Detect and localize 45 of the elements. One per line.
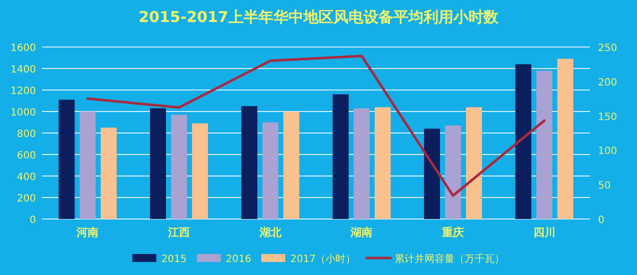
y-tick-label: 800	[16, 129, 36, 140]
legend-label: 2017（小时）	[290, 253, 356, 265]
bar	[374, 107, 391, 219]
bar	[80, 112, 96, 219]
y2-tick-label: 100	[598, 146, 618, 158]
x-tick-label: 湖北	[258, 226, 282, 239]
bar	[100, 128, 117, 219]
y2-tick-label: 250	[598, 43, 618, 54]
legend-label: 2015	[161, 254, 187, 265]
y2-tick-label: 200	[598, 77, 618, 88]
y-tick-label: 0	[30, 215, 36, 226]
bar	[262, 122, 278, 219]
y-tick-label: 400	[16, 172, 36, 183]
legend-label: 累计并网容量（万千瓦）	[394, 253, 505, 265]
chart-title: 2015-2017上半年华中地区风电设备平均利用小时数	[138, 8, 500, 26]
bar	[332, 94, 349, 219]
y2-tick-label: 150	[598, 112, 618, 123]
x-tick-label: 重庆	[441, 226, 464, 239]
bar	[241, 106, 258, 219]
bar	[192, 123, 208, 219]
bar	[445, 125, 461, 219]
bar	[424, 128, 440, 219]
y2-tick-label: 50	[598, 180, 611, 192]
bar	[58, 100, 75, 219]
bar	[557, 58, 574, 219]
y2-tick-label: 0	[598, 215, 604, 226]
bar	[515, 64, 532, 219]
x-tick-label: 江西	[167, 226, 190, 239]
legend-label: 2016	[226, 254, 252, 265]
bar	[283, 112, 300, 219]
y-tick-label: 600	[16, 150, 36, 162]
y-tick-label: 1400	[10, 64, 36, 76]
bar	[466, 107, 482, 219]
bar	[171, 114, 187, 219]
x-tick-label: 河南	[76, 226, 99, 239]
bar	[354, 108, 370, 219]
x-tick-label: 四川	[533, 226, 556, 239]
y-tick-label: 1200	[10, 86, 36, 97]
y-tick-label: 1600	[10, 43, 36, 54]
bar	[536, 70, 552, 219]
bar	[150, 108, 166, 219]
y-tick-label: 1000	[10, 108, 36, 118]
line-series	[86, 54, 546, 197]
x-tick-label: 湖南	[350, 226, 373, 239]
y-tick-label: 200	[16, 194, 36, 204]
